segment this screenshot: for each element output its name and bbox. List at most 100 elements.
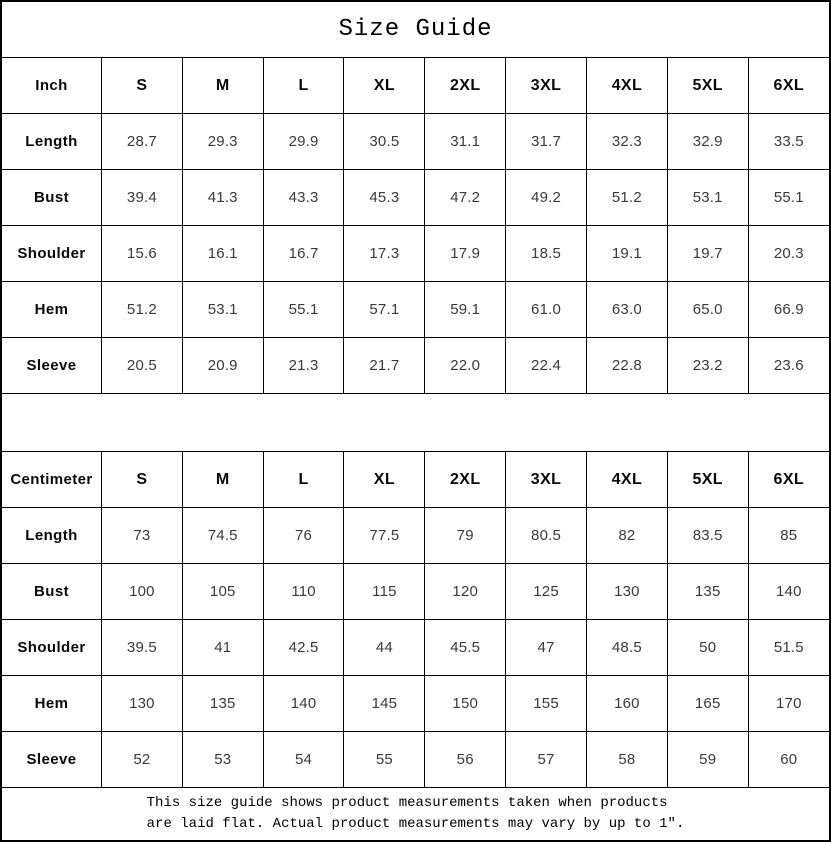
measurement-row: Hem 51.2 53.1 55.1 57.1 59.1 61.0 63.0 65.0 66.9 [2,281,829,338]
measurement-row: Shoulder 39.5 41 42.5 44 45.5 47 48.5 50 51.5 [2,619,829,676]
unit-header-cell: Centimeter [2,451,102,508]
measurement-value-cell: 170 [747,675,829,732]
size-header-cell: 5XL [666,57,749,114]
measurement-value-cell: 135 [666,563,749,620]
measurement-value-cell: 20.9 [181,337,264,394]
measurement-value-cell: 52 [101,731,183,788]
size-header-row: Centimeter S M L XL 2XL 3XL 4XL 5XL 6XL [2,451,829,508]
size-header-cell: 2XL [424,451,507,508]
size-table-inch: Inch S M L XL 2XL 3XL 4XL 5XL 6XL Length 28.7 29.3 29… [2,57,829,394]
measurement-row: Hem 130 135 140 145 150 155 160 165 170 [2,675,829,732]
measurement-value-cell: 16.1 [181,225,264,282]
measurement-label-cell: Sleeve [2,731,102,788]
size-header-cell: 4XL [585,57,668,114]
size-header-cell: XL [343,451,426,508]
measurement-label-cell: Length [2,507,102,564]
measurement-value-cell: 74.5 [181,507,264,564]
measurement-value-cell: 76 [262,507,345,564]
measurement-value-cell: 53 [181,731,264,788]
measurement-value-cell: 22.4 [505,337,587,394]
measurement-value-cell: 130 [585,563,668,620]
measurement-row: Length 28.7 29.3 29.9 30.5 31.1 31.7 32.3 32.9 33… [2,113,829,170]
measurement-value-cell: 42.5 [262,619,345,676]
size-header-cell: 3XL [505,451,587,508]
measurement-value-cell: 125 [505,563,587,620]
measurement-value-cell: 150 [424,675,507,732]
measurement-label-cell: Bust [2,563,102,620]
measurement-value-cell: 105 [181,563,264,620]
size-header-cell: 5XL [666,451,749,508]
measurement-value-cell: 23.6 [747,337,829,394]
measurement-label-cell: Shoulder [2,619,102,676]
footer-note-line1: This size guide shows product measuremen… [146,795,668,811]
size-header-cell: M [181,451,264,508]
measurement-value-cell: 50 [666,619,749,676]
measurement-label-cell: Length [2,113,102,170]
measurement-value-cell: 135 [181,675,264,732]
measurement-value-cell: 45.5 [424,619,507,676]
measurement-value-cell: 120 [424,563,507,620]
measurement-label-cell: Sleeve [2,337,102,394]
measurement-value-cell: 77.5 [343,507,426,564]
measurement-label-cell: Hem [2,675,102,732]
size-header-row: Inch S M L XL 2XL 3XL 4XL 5XL 6XL [2,57,829,114]
measurement-value-cell: 21.7 [343,337,426,394]
measurement-value-cell: 85 [747,507,829,564]
measurement-value-cell: 31.1 [424,113,507,170]
size-table-centimeter: Centimeter S M L XL 2XL 3XL 4XL 5XL 6XL Length 73 74… [2,451,829,788]
measurement-value-cell: 60 [747,731,829,788]
measurement-value-cell: 82 [585,507,668,564]
measurement-value-cell: 21.3 [262,337,345,394]
measurement-value-cell: 15.6 [101,225,183,282]
measurement-value-cell: 79 [424,507,507,564]
measurement-value-cell: 155 [505,675,587,732]
size-header-cell: 2XL [424,57,507,114]
measurement-value-cell: 51.5 [747,619,829,676]
measurement-value-cell: 22.0 [424,337,507,394]
measurement-value-cell: 16.7 [262,225,345,282]
measurement-value-cell: 100 [101,563,183,620]
measurement-value-cell: 29.3 [181,113,264,170]
measurement-value-cell: 39.4 [101,169,183,226]
measurement-value-cell: 55.1 [747,169,829,226]
measurement-value-cell: 48.5 [585,619,668,676]
measurement-value-cell: 47.2 [424,169,507,226]
measurement-value-cell: 45.3 [343,169,426,226]
measurement-value-cell: 20.5 [101,337,183,394]
measurement-value-cell: 80.5 [505,507,587,564]
page-title: Size Guide [338,16,493,43]
table-gap [2,394,829,451]
measurement-value-cell: 33.5 [747,113,829,170]
measurement-value-cell: 32.9 [666,113,749,170]
measurement-value-cell: 23.2 [666,337,749,394]
measurement-value-cell: 57.1 [343,281,426,338]
measurement-value-cell: 19.1 [585,225,668,282]
measurement-value-cell: 57 [505,731,587,788]
measurement-value-cell: 53.1 [181,281,264,338]
measurement-label-cell: Shoulder [2,225,102,282]
measurement-value-cell: 20.3 [747,225,829,282]
measurement-value-cell: 73 [101,507,183,564]
size-header-cell: L [262,57,345,114]
size-header-cell: S [101,451,183,508]
size-header-cell: S [101,57,183,114]
measurement-value-cell: 54 [262,731,345,788]
measurement-value-cell: 29.9 [262,113,345,170]
measurement-value-cell: 66.9 [747,281,829,338]
measurement-row: Bust 100 105 110 115 120 125 130 135 140 [2,563,829,620]
measurement-row: Length 73 74.5 76 77.5 79 80.5 82 83.5 85 [2,507,829,564]
measurement-value-cell: 160 [585,675,668,732]
measurement-value-cell: 115 [343,563,426,620]
measurement-value-cell: 83.5 [666,507,749,564]
measurement-value-cell: 19.7 [666,225,749,282]
measurement-value-cell: 110 [262,563,345,620]
measurement-value-cell: 55.1 [262,281,345,338]
measurement-value-cell: 59 [666,731,749,788]
measurement-value-cell: 65.0 [666,281,749,338]
footer-note-text: This size guide shows product measuremen… [147,793,685,835]
footer-note: This size guide shows product measuremen… [2,788,829,840]
measurement-value-cell: 41.3 [181,169,264,226]
measurement-label-cell: Bust [2,169,102,226]
measurement-value-cell: 165 [666,675,749,732]
